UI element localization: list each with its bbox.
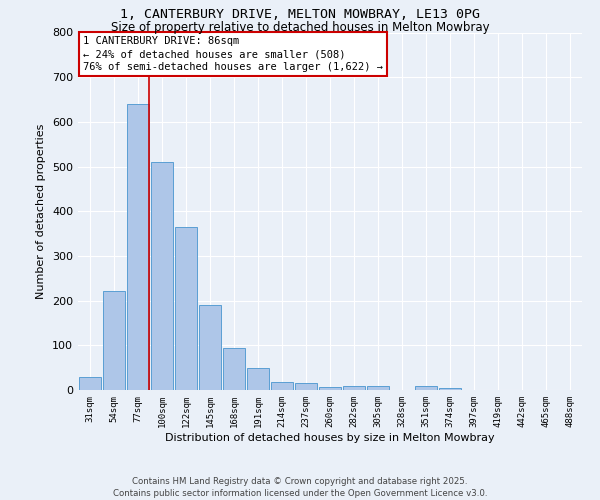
Bar [79,376,101,390]
Text: Size of property relative to detached houses in Melton Mowbray: Size of property relative to detached ho… [110,21,490,34]
Bar [343,386,365,390]
Bar [367,386,389,390]
Bar [103,291,125,390]
Bar [439,388,461,390]
Bar [127,104,149,390]
Text: 1, CANTERBURY DRIVE, MELTON MOWBRAY, LE13 0PG: 1, CANTERBURY DRIVE, MELTON MOWBRAY, LE1… [120,8,480,20]
Bar [247,368,269,390]
Bar [271,382,293,390]
Bar [223,348,245,390]
Text: 1 CANTERBURY DRIVE: 86sqm
← 24% of detached houses are smaller (508)
76% of semi: 1 CANTERBURY DRIVE: 86sqm ← 24% of detac… [83,36,383,72]
Bar [199,305,221,390]
Bar [295,384,317,390]
Text: Contains HM Land Registry data © Crown copyright and database right 2025.
Contai: Contains HM Land Registry data © Crown c… [113,476,487,498]
Bar [319,387,341,390]
Bar [151,162,173,390]
Bar [175,227,197,390]
Y-axis label: Number of detached properties: Number of detached properties [37,124,46,299]
Bar [415,386,437,390]
X-axis label: Distribution of detached houses by size in Melton Mowbray: Distribution of detached houses by size … [165,432,495,442]
